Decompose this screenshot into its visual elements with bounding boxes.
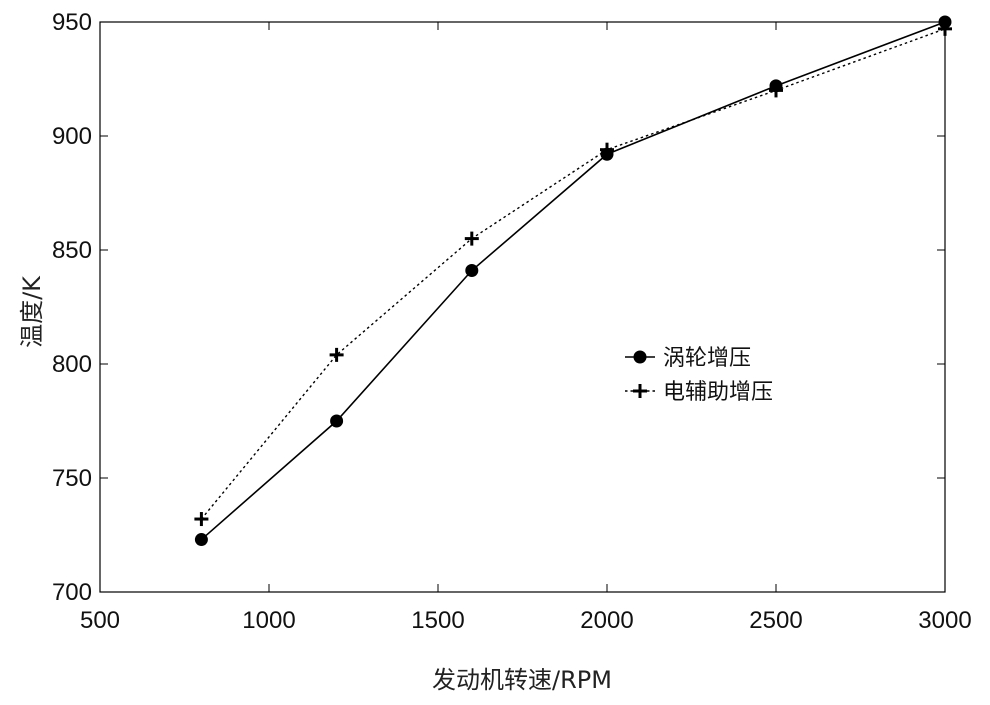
legend-marker [633,384,647,398]
plot-frame [99,21,946,593]
y-tick-label: 850 [52,237,92,264]
x-axis-title: 发动机转速/RPM [432,666,612,694]
y-tick-label: 900 [52,123,92,150]
data-point [465,264,479,278]
y-axis-ticks: 700 750 800 850 900 950 [52,9,945,606]
data-point [194,512,209,527]
data-point [938,21,952,36]
series-layer [194,15,952,547]
x-tick-label: 3000 [918,607,971,634]
data-point [769,83,783,98]
legend-marker [633,350,647,364]
legend-item: 电辅助增压 [625,380,773,405]
series-line [200,21,946,541]
data-point [600,142,614,157]
y-axis-title: 温度/K [18,275,46,348]
x-tick-label: 500 [80,607,120,634]
x-tick-label: 1000 [242,607,295,634]
series-line [200,28,946,520]
y-tick-label: 750 [52,465,92,492]
x-tick-label: 1500 [411,607,464,634]
series-1 [194,15,952,547]
x-tick-label: 2500 [749,607,802,634]
x-tick-label: 2000 [580,607,633,634]
legend-label: 电辅助增压 [663,380,773,405]
legend-label: 涡轮增压 [663,346,751,371]
data-point [194,533,208,547]
x-axis-ticks: 500 1000 1500 2000 2500 3000 [80,22,972,634]
data-point [464,231,479,246]
series-2 [194,21,952,527]
legend-item: 涡轮增压 [625,346,751,371]
data-point [329,347,344,362]
y-tick-label: 700 [52,579,92,606]
y-tick-label: 800 [52,351,92,378]
y-tick-label: 950 [52,9,92,36]
data-point [330,414,344,428]
